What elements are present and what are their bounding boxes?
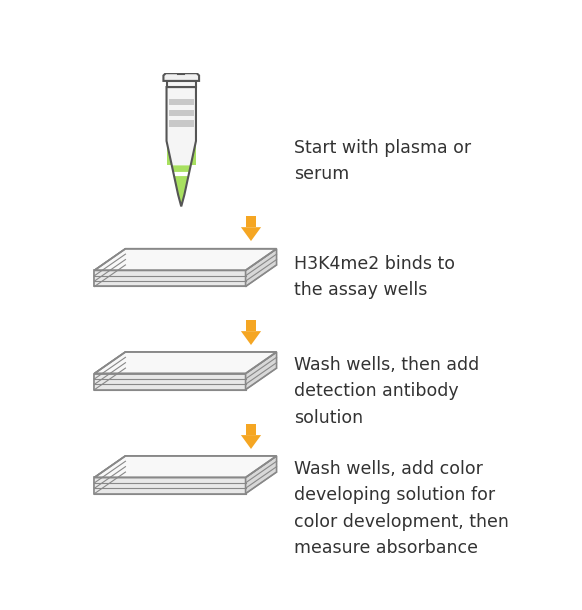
Polygon shape — [94, 352, 276, 373]
Polygon shape — [164, 73, 199, 81]
Polygon shape — [36, 502, 37, 503]
Ellipse shape — [44, 606, 52, 608]
Polygon shape — [94, 249, 126, 287]
Polygon shape — [94, 249, 276, 270]
Polygon shape — [166, 81, 196, 87]
Text: H3K4me2 binds to
the assay wells: H3K4me2 binds to the assay wells — [294, 255, 455, 300]
Polygon shape — [169, 110, 194, 116]
Text: Wash wells, then add
detection antibody
solution: Wash wells, then add detection antibody … — [294, 356, 479, 426]
Polygon shape — [12, 502, 13, 503]
Polygon shape — [36, 399, 37, 400]
Bar — [246, 423, 255, 435]
Polygon shape — [246, 352, 276, 390]
Text: Wash wells, add color
developing solution for
color development, then
measure ab: Wash wells, add color developing solutio… — [294, 460, 509, 557]
Text: Start with plasma or
serum: Start with plasma or serum — [294, 138, 471, 183]
Polygon shape — [94, 373, 246, 390]
Bar — [246, 216, 255, 227]
Polygon shape — [241, 331, 261, 345]
Polygon shape — [169, 99, 194, 105]
Polygon shape — [246, 456, 276, 493]
Polygon shape — [172, 165, 191, 206]
Polygon shape — [24, 502, 25, 503]
Ellipse shape — [32, 606, 40, 608]
Polygon shape — [47, 502, 48, 503]
Polygon shape — [241, 227, 261, 241]
Polygon shape — [94, 352, 126, 390]
Polygon shape — [94, 456, 276, 478]
Polygon shape — [1, 502, 2, 503]
Polygon shape — [24, 399, 25, 400]
Polygon shape — [246, 249, 276, 287]
Polygon shape — [166, 87, 196, 141]
Polygon shape — [94, 478, 246, 493]
Ellipse shape — [0, 606, 5, 608]
Ellipse shape — [20, 606, 29, 608]
Polygon shape — [47, 399, 48, 400]
Polygon shape — [241, 435, 261, 449]
Polygon shape — [12, 399, 13, 400]
Polygon shape — [166, 141, 196, 165]
Bar — [246, 320, 255, 331]
Polygon shape — [94, 270, 246, 287]
Ellipse shape — [9, 606, 17, 608]
Bar — [178, 70, 184, 74]
Polygon shape — [169, 121, 194, 127]
Polygon shape — [1, 399, 2, 400]
Polygon shape — [94, 456, 126, 493]
Polygon shape — [166, 141, 196, 165]
